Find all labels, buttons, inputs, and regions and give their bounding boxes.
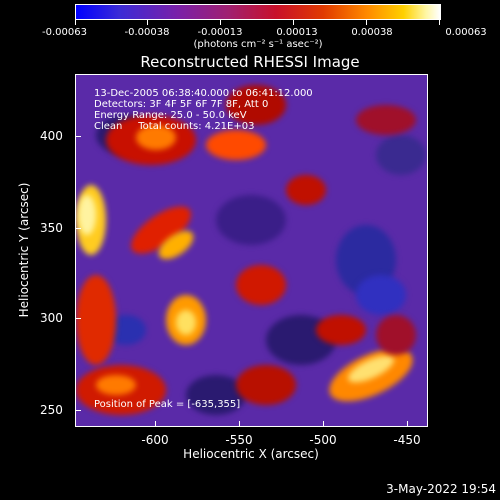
image-title: Reconstructed RHESSI Image: [140, 53, 360, 71]
colorbar-tick: [293, 20, 294, 25]
peak-position: Position of Peak = [-635,355]: [94, 399, 241, 410]
y-tick: [75, 410, 81, 411]
y-tick: [75, 136, 81, 137]
y-tick: [75, 228, 81, 229]
x-tick-label: -550: [225, 433, 253, 447]
y-axis-title: Heliocentric Y (arcsec): [17, 182, 31, 318]
y-tick-label: 250: [40, 403, 63, 417]
x-axis-title: Heliocentric X (arcsec): [183, 447, 319, 461]
colorbar-tick: [366, 20, 367, 25]
colorbar-tick-label: 0.00063: [445, 27, 487, 38]
x-tick: [155, 421, 156, 427]
x-tick: [323, 421, 324, 427]
x-tick: [239, 421, 240, 427]
plot-timestamp: 3-May-2022 19:54: [386, 482, 496, 496]
x-tick-label: -600: [141, 433, 169, 447]
x-tick: [407, 421, 408, 427]
detectors-info: Detectors: 3F 4F 5F 6F 7F 8F, Att 0: [94, 99, 269, 110]
y-tick-label: 350: [40, 221, 63, 235]
clean-counts: Clean Total counts: 4.21E+03: [94, 121, 255, 132]
colorbar-tick-label: -0.00063: [42, 27, 87, 38]
colorbar-tick-label: 0.00013: [276, 27, 318, 38]
rhessi-image: 13-Dec-2005 06:38:40.000 to 06:41:12.000…: [75, 74, 428, 427]
x-tick-label: -500: [309, 433, 337, 447]
energy-range: Energy Range: 25.0 - 50.0 keV: [94, 110, 247, 121]
colorbar-tick-label: -0.00013: [197, 27, 243, 38]
x-tick-label: -450: [393, 433, 421, 447]
y-tick-label: 400: [40, 129, 63, 143]
colorbar-tick-label: 0.00038: [351, 27, 393, 38]
colorbar-unit-label: (photons cm⁻² s⁻¹ asec⁻²): [193, 39, 323, 50]
observation-time: 13-Dec-2005 06:38:40.000 to 06:41:12.000: [94, 88, 313, 99]
colorbar-tick: [439, 20, 440, 25]
y-tick: [75, 318, 81, 319]
colorbar-tick: [75, 20, 76, 25]
colorbar-tick: [220, 20, 221, 25]
colorbar-tick: [147, 20, 148, 25]
colorbar-tick-label: -0.00038: [124, 27, 170, 38]
colorbar: [75, 4, 441, 20]
y-tick-label: 300: [40, 311, 63, 325]
